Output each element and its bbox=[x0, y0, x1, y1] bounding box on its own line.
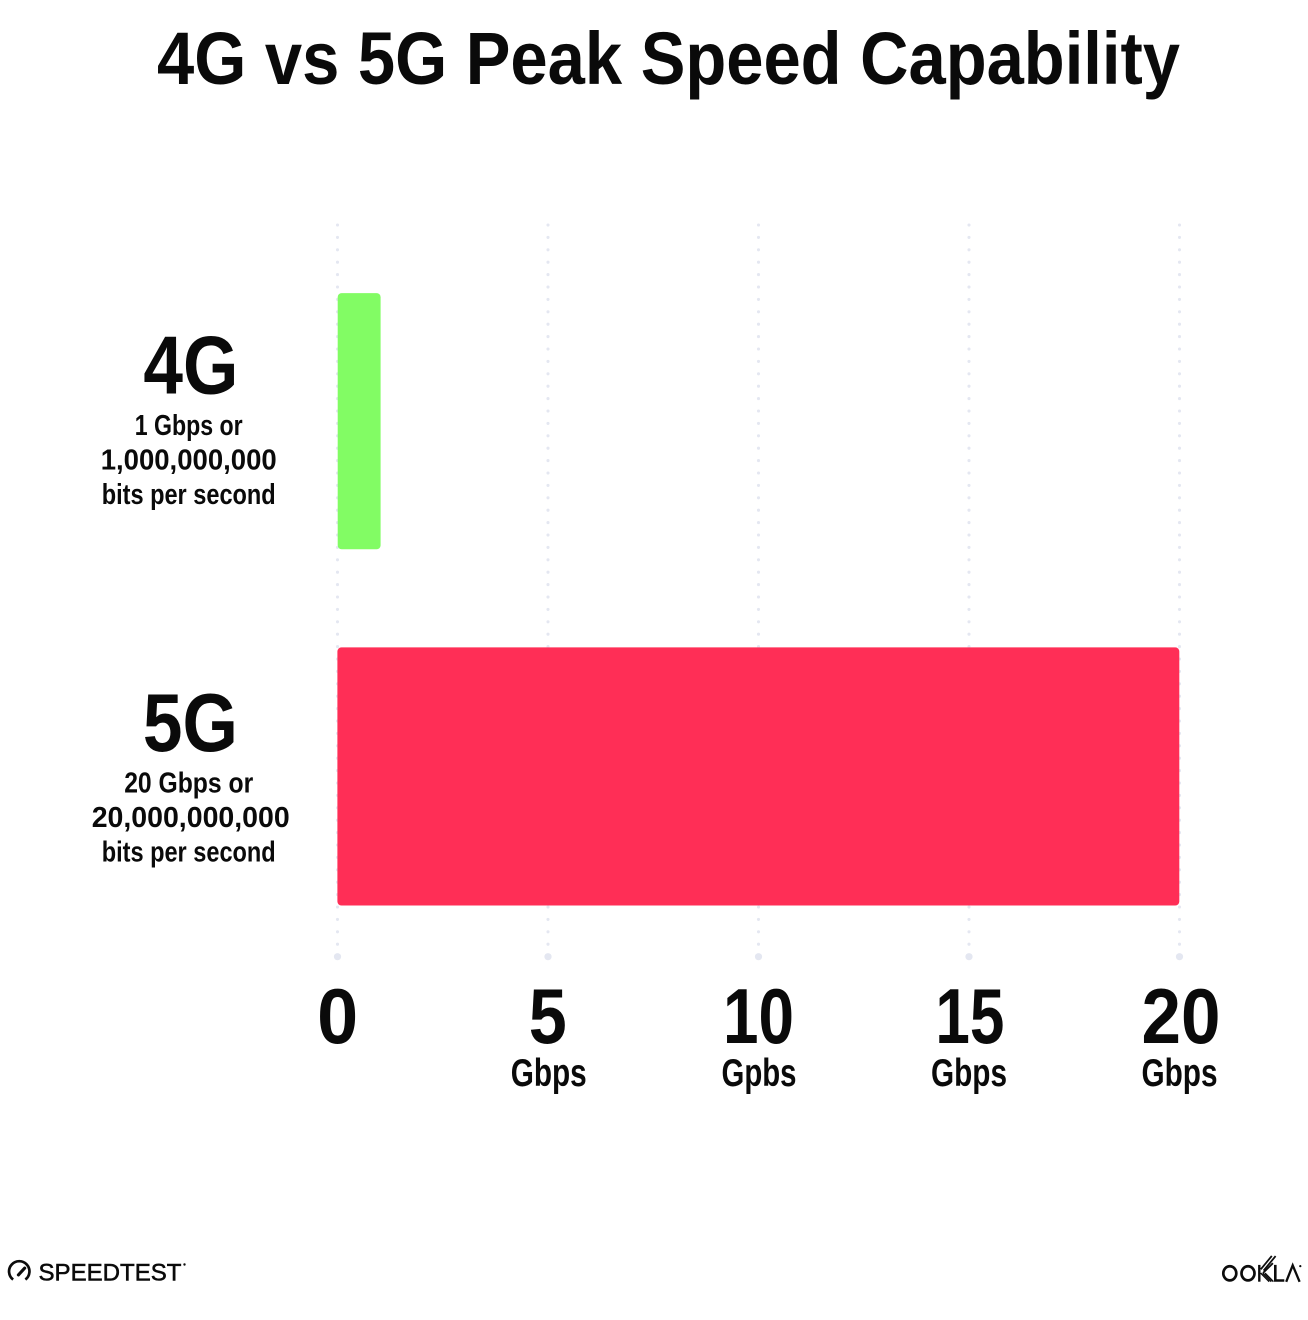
svg-text:20 Gbps or: 20 Gbps or bbox=[124, 768, 253, 800]
svg-text:Gbps: Gbps bbox=[931, 1052, 1007, 1095]
svg-text:bits per second: bits per second bbox=[102, 479, 276, 511]
svg-text:4G vs 5G Peak Speed Capability: 4G vs 5G Peak Speed Capability bbox=[157, 17, 1180, 100]
svg-text:5G: 5G bbox=[143, 676, 238, 769]
svg-text:Gpbs: Gpbs bbox=[722, 1052, 797, 1095]
svg-text:1,000,000,000: 1,000,000,000 bbox=[101, 445, 277, 477]
svg-text:0: 0 bbox=[317, 972, 358, 1060]
svg-text:20,000,000,000: 20,000,000,000 bbox=[92, 802, 290, 834]
svg-text:Gbps: Gbps bbox=[1142, 1052, 1218, 1095]
svg-text:5: 5 bbox=[529, 972, 567, 1060]
svg-text:20: 20 bbox=[1142, 972, 1221, 1060]
svg-text:10: 10 bbox=[723, 972, 794, 1060]
svg-text:4G: 4G bbox=[143, 318, 238, 411]
svg-text:1 Gbps or: 1 Gbps or bbox=[135, 410, 243, 442]
svg-text:SPEEDTEST: SPEEDTEST bbox=[39, 1260, 182, 1287]
svg-text:bits per second: bits per second bbox=[102, 837, 276, 869]
svg-text:15: 15 bbox=[935, 972, 1004, 1060]
svg-text:Gbps: Gbps bbox=[511, 1052, 587, 1095]
